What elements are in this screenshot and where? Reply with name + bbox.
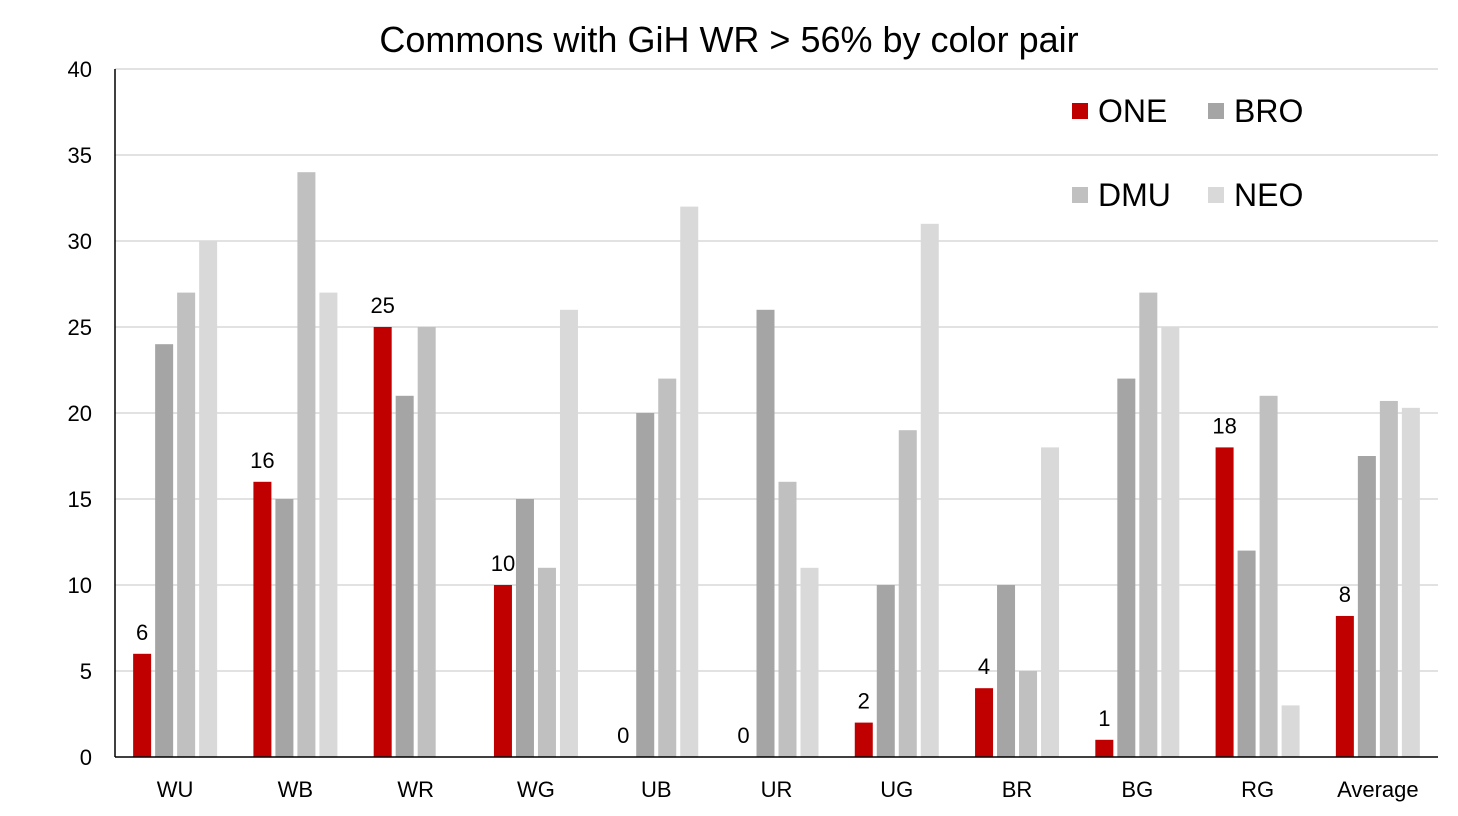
y-tick-label: 40 <box>68 57 92 82</box>
data-label: 6 <box>136 620 148 645</box>
chart-title: Commons with GiH WR > 56% by color pair <box>379 19 1078 60</box>
x-tick-label: WU <box>157 777 194 802</box>
x-tick-label: WR <box>397 777 434 802</box>
bar-bro <box>876 585 895 757</box>
x-tick-label: BR <box>1002 777 1033 802</box>
legend-swatch-one <box>1072 103 1088 119</box>
bar-neo <box>559 309 578 757</box>
bar-bro <box>1237 550 1256 757</box>
bar-neo <box>1281 705 1300 757</box>
bars <box>133 172 1420 758</box>
bar-dmu <box>1379 400 1398 757</box>
bar-one <box>373 327 392 757</box>
bar-one <box>1095 739 1114 757</box>
data-label: 16 <box>250 448 274 473</box>
data-label: 18 <box>1212 413 1236 438</box>
bar-bro <box>155 344 174 757</box>
legend-label: BRO <box>1234 93 1303 129</box>
bar-dmu <box>1139 292 1158 757</box>
bar-bro <box>636 413 655 757</box>
data-label: 1 <box>1098 706 1110 731</box>
y-tick-label: 10 <box>68 573 92 598</box>
y-tick-label: 25 <box>68 315 92 340</box>
bar-neo <box>920 223 939 758</box>
x-tick-label: Average <box>1337 777 1419 802</box>
bar-dmu <box>417 327 436 757</box>
bar-one <box>1215 447 1234 757</box>
y-tick-label: 5 <box>80 659 92 684</box>
x-tick-label: WG <box>517 777 555 802</box>
data-label: 2 <box>858 689 870 714</box>
y-tick-label: 0 <box>80 745 92 770</box>
legend: ONE BRO DMU NEO <box>1072 93 1303 213</box>
legend-label: DMU <box>1098 177 1171 213</box>
x-tick-label: BG <box>1121 777 1153 802</box>
x-tick-label: WB <box>278 777 313 802</box>
bar-dmu <box>537 567 556 757</box>
bar-dmu <box>898 430 917 757</box>
bar-neo <box>1401 407 1420 757</box>
bar-bro <box>997 585 1016 757</box>
data-label: 10 <box>491 551 515 576</box>
data-label: 0 <box>617 723 629 748</box>
bar-dmu <box>778 481 797 757</box>
bar-bro <box>1117 378 1136 757</box>
bar-neo <box>1161 327 1180 757</box>
bar-bro <box>275 499 294 757</box>
legend-swatch-dmu <box>1072 187 1088 203</box>
bar-neo <box>319 292 338 757</box>
x-tick-label: UB <box>641 777 672 802</box>
y-tick-label: 35 <box>68 143 92 168</box>
legend-swatch-bro <box>1208 103 1224 119</box>
x-tick-label: UR <box>761 777 793 802</box>
data-labels: 6 16 25 10 0 0 2 4 1 18 8 <box>136 293 1351 748</box>
bar-one <box>133 653 152 757</box>
bar-bro <box>395 395 414 757</box>
bar-neo <box>199 241 218 757</box>
bar-one <box>1335 615 1354 757</box>
y-tick-label: 30 <box>68 229 92 254</box>
data-label: 0 <box>737 723 749 748</box>
bar-one <box>854 722 873 757</box>
x-tick-label: RG <box>1241 777 1274 802</box>
data-label: 4 <box>978 654 990 679</box>
bar-dmu <box>1259 395 1278 757</box>
bar-neo <box>1041 447 1060 757</box>
bar-bro <box>1357 456 1376 757</box>
bar-bro <box>515 499 534 757</box>
bar-one <box>975 688 994 757</box>
x-tick-label: UG <box>880 777 913 802</box>
bar-one <box>253 481 272 757</box>
bar-dmu <box>658 378 677 757</box>
data-label: 25 <box>370 293 394 318</box>
bar-bro <box>756 309 775 757</box>
bar-neo <box>800 567 819 757</box>
legend-label: ONE <box>1098 93 1167 129</box>
bar-dmu <box>177 292 196 757</box>
bar-dmu <box>1019 671 1038 757</box>
bar-neo <box>680 206 699 758</box>
data-label: 8 <box>1339 582 1351 607</box>
bar-one <box>493 585 512 757</box>
y-tick-label: 15 <box>68 487 92 512</box>
bar-dmu <box>297 172 316 757</box>
legend-label: NEO <box>1234 177 1303 213</box>
legend-swatch-neo <box>1208 187 1224 203</box>
y-tick-label: 20 <box>68 401 92 426</box>
